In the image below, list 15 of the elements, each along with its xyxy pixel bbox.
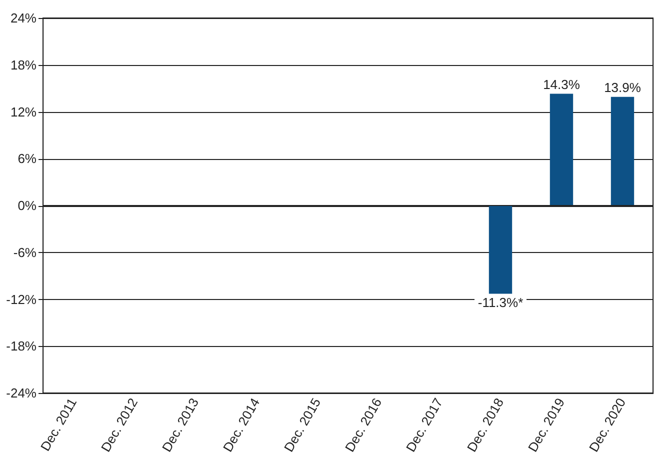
bar (550, 94, 574, 206)
y-tick-label: 6% (18, 151, 37, 166)
y-tick-label: 0% (18, 198, 37, 213)
bar (610, 96, 634, 206)
y-tick-label: 12% (10, 104, 37, 120)
y-tick-label: 24% (10, 10, 37, 26)
y-tick-label: 18% (10, 57, 37, 72)
data-label: 14.3% (543, 76, 580, 92)
y-tick-label: -18% (6, 338, 37, 354)
data-label: -11.3%* (478, 294, 524, 310)
y-tick-label: -24% (6, 386, 37, 400)
bar (488, 206, 512, 294)
y-tick-label: -12% (6, 292, 37, 307)
data-label: 13.9% (604, 80, 642, 95)
y-tick-label: -6% (13, 244, 37, 260)
